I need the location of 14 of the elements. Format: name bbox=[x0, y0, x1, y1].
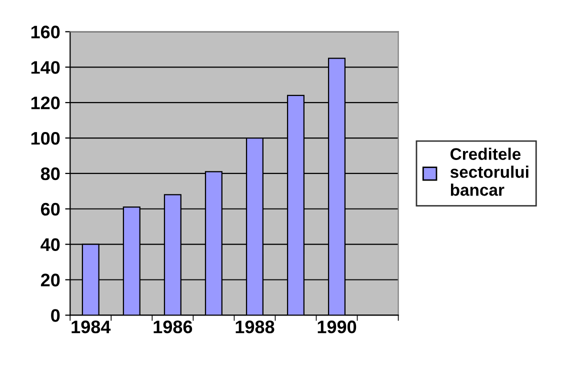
y-tick-label: 80 bbox=[40, 167, 60, 180]
y-tick-label: 60 bbox=[40, 202, 60, 216]
y-tick-label: 140 bbox=[31, 61, 60, 74]
x-tick-label: 1986 bbox=[154, 320, 192, 334]
x-tick-label: 1984 bbox=[72, 320, 111, 334]
y-tick-label: 20 bbox=[40, 274, 60, 286]
y-tick-label: 0 bbox=[51, 309, 60, 322]
y-tick-label: 120 bbox=[31, 96, 60, 110]
legend-label: Creditele sectorului bancar bbox=[450, 148, 528, 196]
y-tick-label: 100 bbox=[31, 132, 60, 145]
y-tick-label: 160 bbox=[31, 26, 60, 38]
x-tick-label: 1990 bbox=[318, 320, 356, 334]
y-tick-label: 40 bbox=[40, 238, 60, 252]
x-tick-label: 1988 bbox=[236, 320, 274, 334]
